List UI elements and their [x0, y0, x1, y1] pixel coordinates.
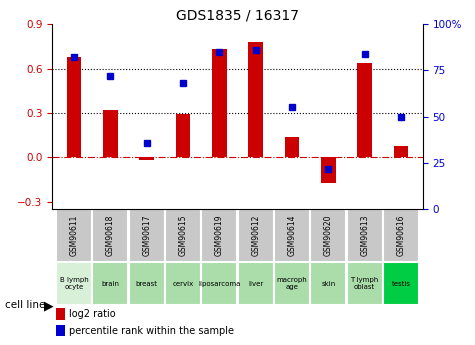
Text: GSM90613: GSM90613 [360, 215, 369, 256]
Bar [165, 209, 201, 262]
Bar [67, 57, 81, 157]
Text: GSM90612: GSM90612 [251, 215, 260, 256]
Bar [140, 157, 154, 160]
Bar [346, 262, 383, 305]
Text: GSM90619: GSM90619 [215, 215, 224, 256]
Bar [103, 110, 118, 157]
Bar [310, 209, 346, 262]
Bar [56, 308, 65, 320]
Text: cervix: cervix [172, 280, 194, 287]
Text: GSM90614: GSM90614 [287, 215, 296, 256]
Text: liver: liver [248, 280, 263, 287]
Bar [56, 325, 65, 336]
Text: log2 ratio: log2 ratio [69, 309, 115, 319]
Bar [274, 262, 310, 305]
Text: GSM90617: GSM90617 [142, 215, 151, 256]
Bar [274, 209, 310, 262]
Text: skin: skin [321, 280, 335, 287]
Text: brain: brain [101, 280, 119, 287]
Text: GSM90616: GSM90616 [397, 215, 406, 256]
Bar [92, 262, 129, 305]
Bar [238, 209, 274, 262]
Bar [238, 262, 274, 305]
Bar [248, 42, 263, 157]
Text: macroph
age: macroph age [276, 277, 307, 290]
Text: GSM90615: GSM90615 [179, 215, 188, 256]
Text: T lymph
oblast: T lymph oblast [351, 277, 379, 290]
Text: B lymph
ocyte: B lymph ocyte [60, 277, 88, 290]
Bar [212, 49, 227, 157]
Bar [201, 209, 238, 262]
Text: cell line: cell line [5, 300, 45, 310]
Text: GSM90618: GSM90618 [106, 215, 115, 256]
Bar [394, 146, 408, 157]
Bar [129, 262, 165, 305]
Bar [321, 157, 335, 183]
Bar [383, 262, 419, 305]
Bar [56, 262, 92, 305]
Bar [56, 209, 92, 262]
Text: testis: testis [391, 280, 410, 287]
Bar [346, 209, 383, 262]
Text: breast: breast [136, 280, 158, 287]
Title: GDS1835 / 16317: GDS1835 / 16317 [176, 9, 299, 23]
Bar [357, 63, 372, 157]
Text: GSM90611: GSM90611 [69, 215, 78, 256]
Bar [176, 115, 190, 157]
Bar [310, 262, 346, 305]
Text: percentile rank within the sample: percentile rank within the sample [69, 326, 234, 336]
Text: liposarcoma: liposarcoma [198, 280, 240, 287]
Bar [285, 137, 299, 157]
Bar [201, 262, 238, 305]
Bar [92, 209, 129, 262]
Bar [129, 209, 165, 262]
Text: ▶: ▶ [44, 299, 54, 313]
Bar [383, 209, 419, 262]
Text: GSM90620: GSM90620 [324, 215, 333, 256]
Bar [165, 262, 201, 305]
